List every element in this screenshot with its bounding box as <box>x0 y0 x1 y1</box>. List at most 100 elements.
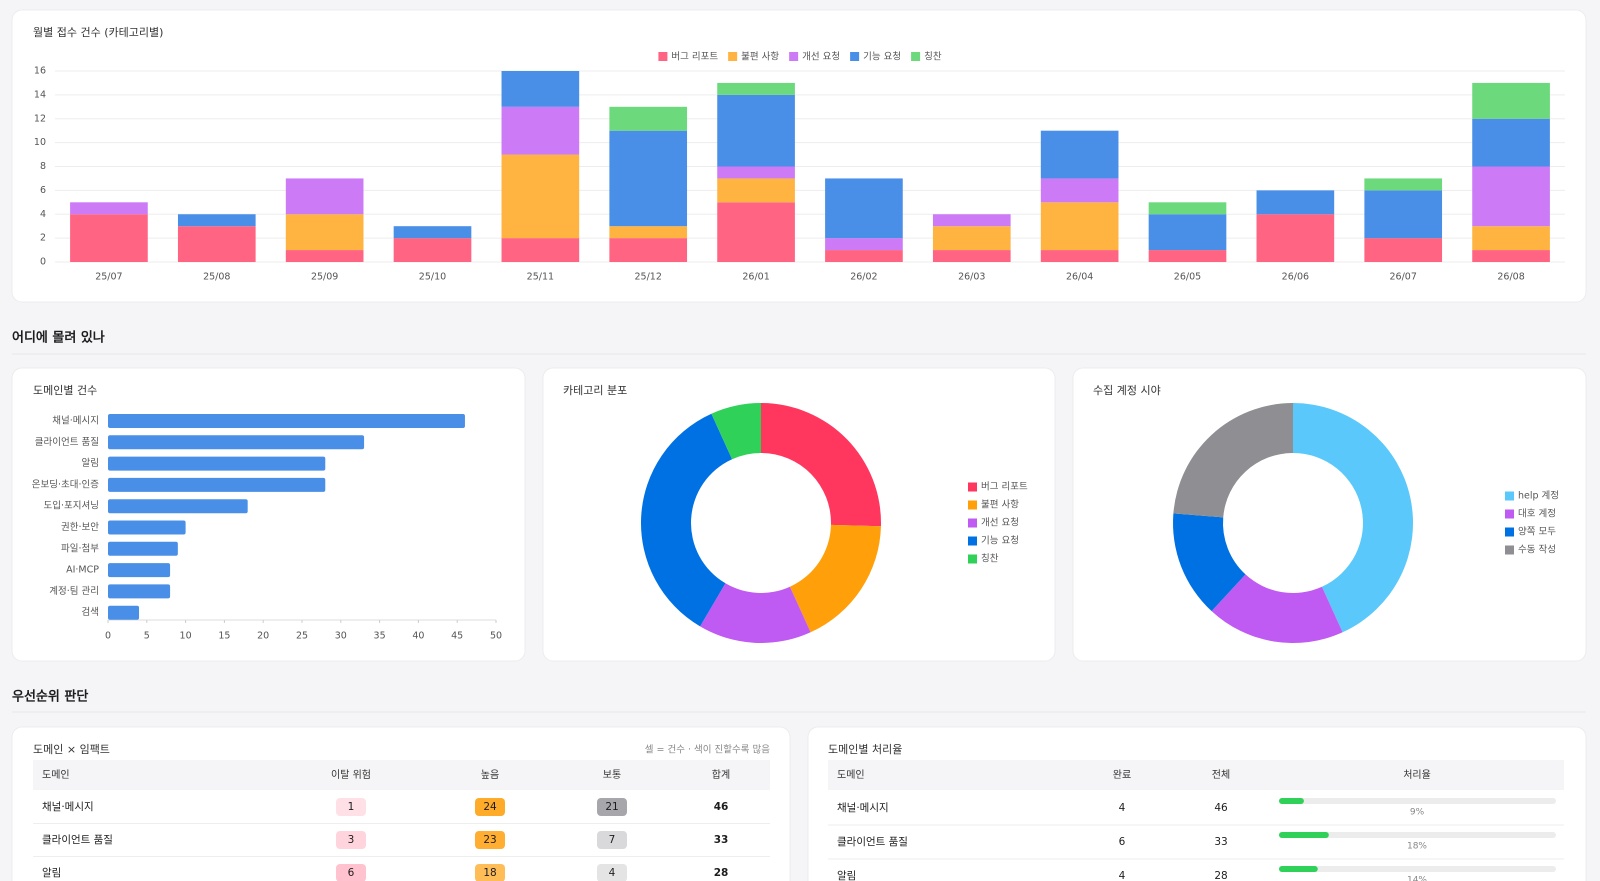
bar <box>108 414 465 428</box>
bar-segment <box>932 250 1011 262</box>
bar-segment <box>1364 190 1443 239</box>
heat-cell <box>475 864 505 881</box>
heat-cell <box>336 831 366 849</box>
bar-segment <box>717 94 795 167</box>
legend-swatch <box>728 52 738 61</box>
bar-segment <box>609 130 688 227</box>
bar-segment <box>825 250 903 262</box>
bar-segment <box>609 106 688 131</box>
legend-label: 개선 요청 <box>802 52 840 63</box>
bar <box>108 499 248 514</box>
legend-swatch <box>968 554 977 564</box>
chart-title: 도메인별 건수 <box>33 384 97 397</box>
legend-swatch <box>968 536 977 546</box>
bar-segment <box>717 82 795 95</box>
legend-swatch <box>1505 491 1514 501</box>
bar-segment <box>285 214 364 251</box>
bar-segment <box>1040 178 1119 203</box>
bar-segment <box>501 71 580 107</box>
x-tick-label: 25 <box>296 631 308 642</box>
cell-value: 28 <box>714 867 729 879</box>
legend-label: 칭찬 <box>924 52 942 63</box>
bar-segment <box>825 238 903 251</box>
y-tick-label: 12 <box>34 113 46 124</box>
x-tick-label: 25/11 <box>527 272 554 283</box>
cell-label: 알림 <box>42 867 61 879</box>
bar-segment <box>501 106 580 155</box>
bar <box>108 477 326 492</box>
x-tick-label: 25/08 <box>203 272 230 283</box>
donut-slice <box>1172 513 1246 612</box>
x-tick-label: 25/10 <box>419 272 446 283</box>
bar-segment <box>285 178 364 215</box>
column-header: 도메인 <box>837 769 865 781</box>
cell-value: 33 <box>1214 836 1227 848</box>
table-header <box>828 760 1564 790</box>
cell-label: 클라이언트 품질 <box>42 834 113 846</box>
bar-segment <box>501 154 580 239</box>
x-tick-label: 26/07 <box>1390 272 1417 283</box>
y-tick-label: 온보딩·초대·인증 <box>32 479 99 490</box>
legend-label: 버그 리포트 <box>671 52 718 63</box>
column-header: 전체 <box>1212 769 1230 781</box>
legend-label: 칭찬 <box>981 554 999 565</box>
cell-value: 21 <box>605 801 618 813</box>
bar-segment <box>1256 190 1335 215</box>
bar <box>108 541 178 556</box>
column-header: 합계 <box>712 769 730 781</box>
bar-segment <box>717 166 795 179</box>
cell-value: 4 <box>609 867 616 879</box>
donut-slice <box>761 403 882 527</box>
cell-value: 33 <box>714 834 729 846</box>
y-tick-label: 2 <box>40 233 46 244</box>
bar-segment <box>1472 166 1550 227</box>
legend-swatch <box>1505 509 1514 519</box>
cell-value: 18 <box>483 867 496 879</box>
table-title: 도메인별 처리율 <box>828 743 902 756</box>
bar-segment <box>1472 82 1550 119</box>
x-tick-label: 26/03 <box>958 272 985 283</box>
bar-segment <box>285 250 364 262</box>
y-tick-label: 도입·포지셔닝 <box>44 500 99 512</box>
bar <box>108 456 326 471</box>
section-title: 우선순위 판단 <box>12 689 88 705</box>
donut-slice <box>1211 574 1343 644</box>
y-tick-label: 권한·보안 <box>61 521 99 533</box>
bar-segment <box>1148 250 1227 262</box>
y-tick-label: 14 <box>34 89 46 100</box>
legend-swatch <box>968 518 977 528</box>
y-tick-label: 채널·메시지 <box>52 416 99 427</box>
x-tick-label: 35 <box>374 631 386 642</box>
legend-label: 불편 사항 <box>741 51 779 63</box>
x-tick-label: 26/08 <box>1497 272 1524 283</box>
heat-cell <box>475 831 505 849</box>
progress-bar <box>1279 866 1318 872</box>
x-tick-label: 5 <box>144 631 150 642</box>
bar <box>108 520 186 535</box>
cell-value: 1 <box>348 801 355 813</box>
cell-value: 4 <box>1119 870 1126 881</box>
bar-segment <box>1256 214 1335 262</box>
column-header: 보통 <box>603 769 621 781</box>
heat-cell <box>597 831 627 849</box>
y-tick-label: 0 <box>40 257 46 268</box>
progress-bar <box>1279 798 1304 804</box>
legend-swatch <box>789 52 799 61</box>
heat-cell <box>336 798 366 816</box>
legend-swatch <box>1505 527 1514 537</box>
chart-title: 수집 계정 시야 <box>1093 384 1161 397</box>
cell-value: 6 <box>1119 836 1126 848</box>
bar-segment <box>393 226 472 239</box>
table-title: 도메인 × 임팩트 <box>33 743 110 756</box>
legend-label: help 계정 <box>1518 490 1559 502</box>
bar-segment <box>177 226 256 262</box>
bar <box>108 435 365 450</box>
bar-segment <box>393 238 472 262</box>
legend-swatch <box>850 52 860 61</box>
cell-value: 46 <box>714 801 729 813</box>
y-tick-label: 10 <box>34 137 46 148</box>
progress-track <box>1279 832 1556 838</box>
cell-value: 24 <box>483 801 497 813</box>
bar-segment <box>1472 226 1550 251</box>
